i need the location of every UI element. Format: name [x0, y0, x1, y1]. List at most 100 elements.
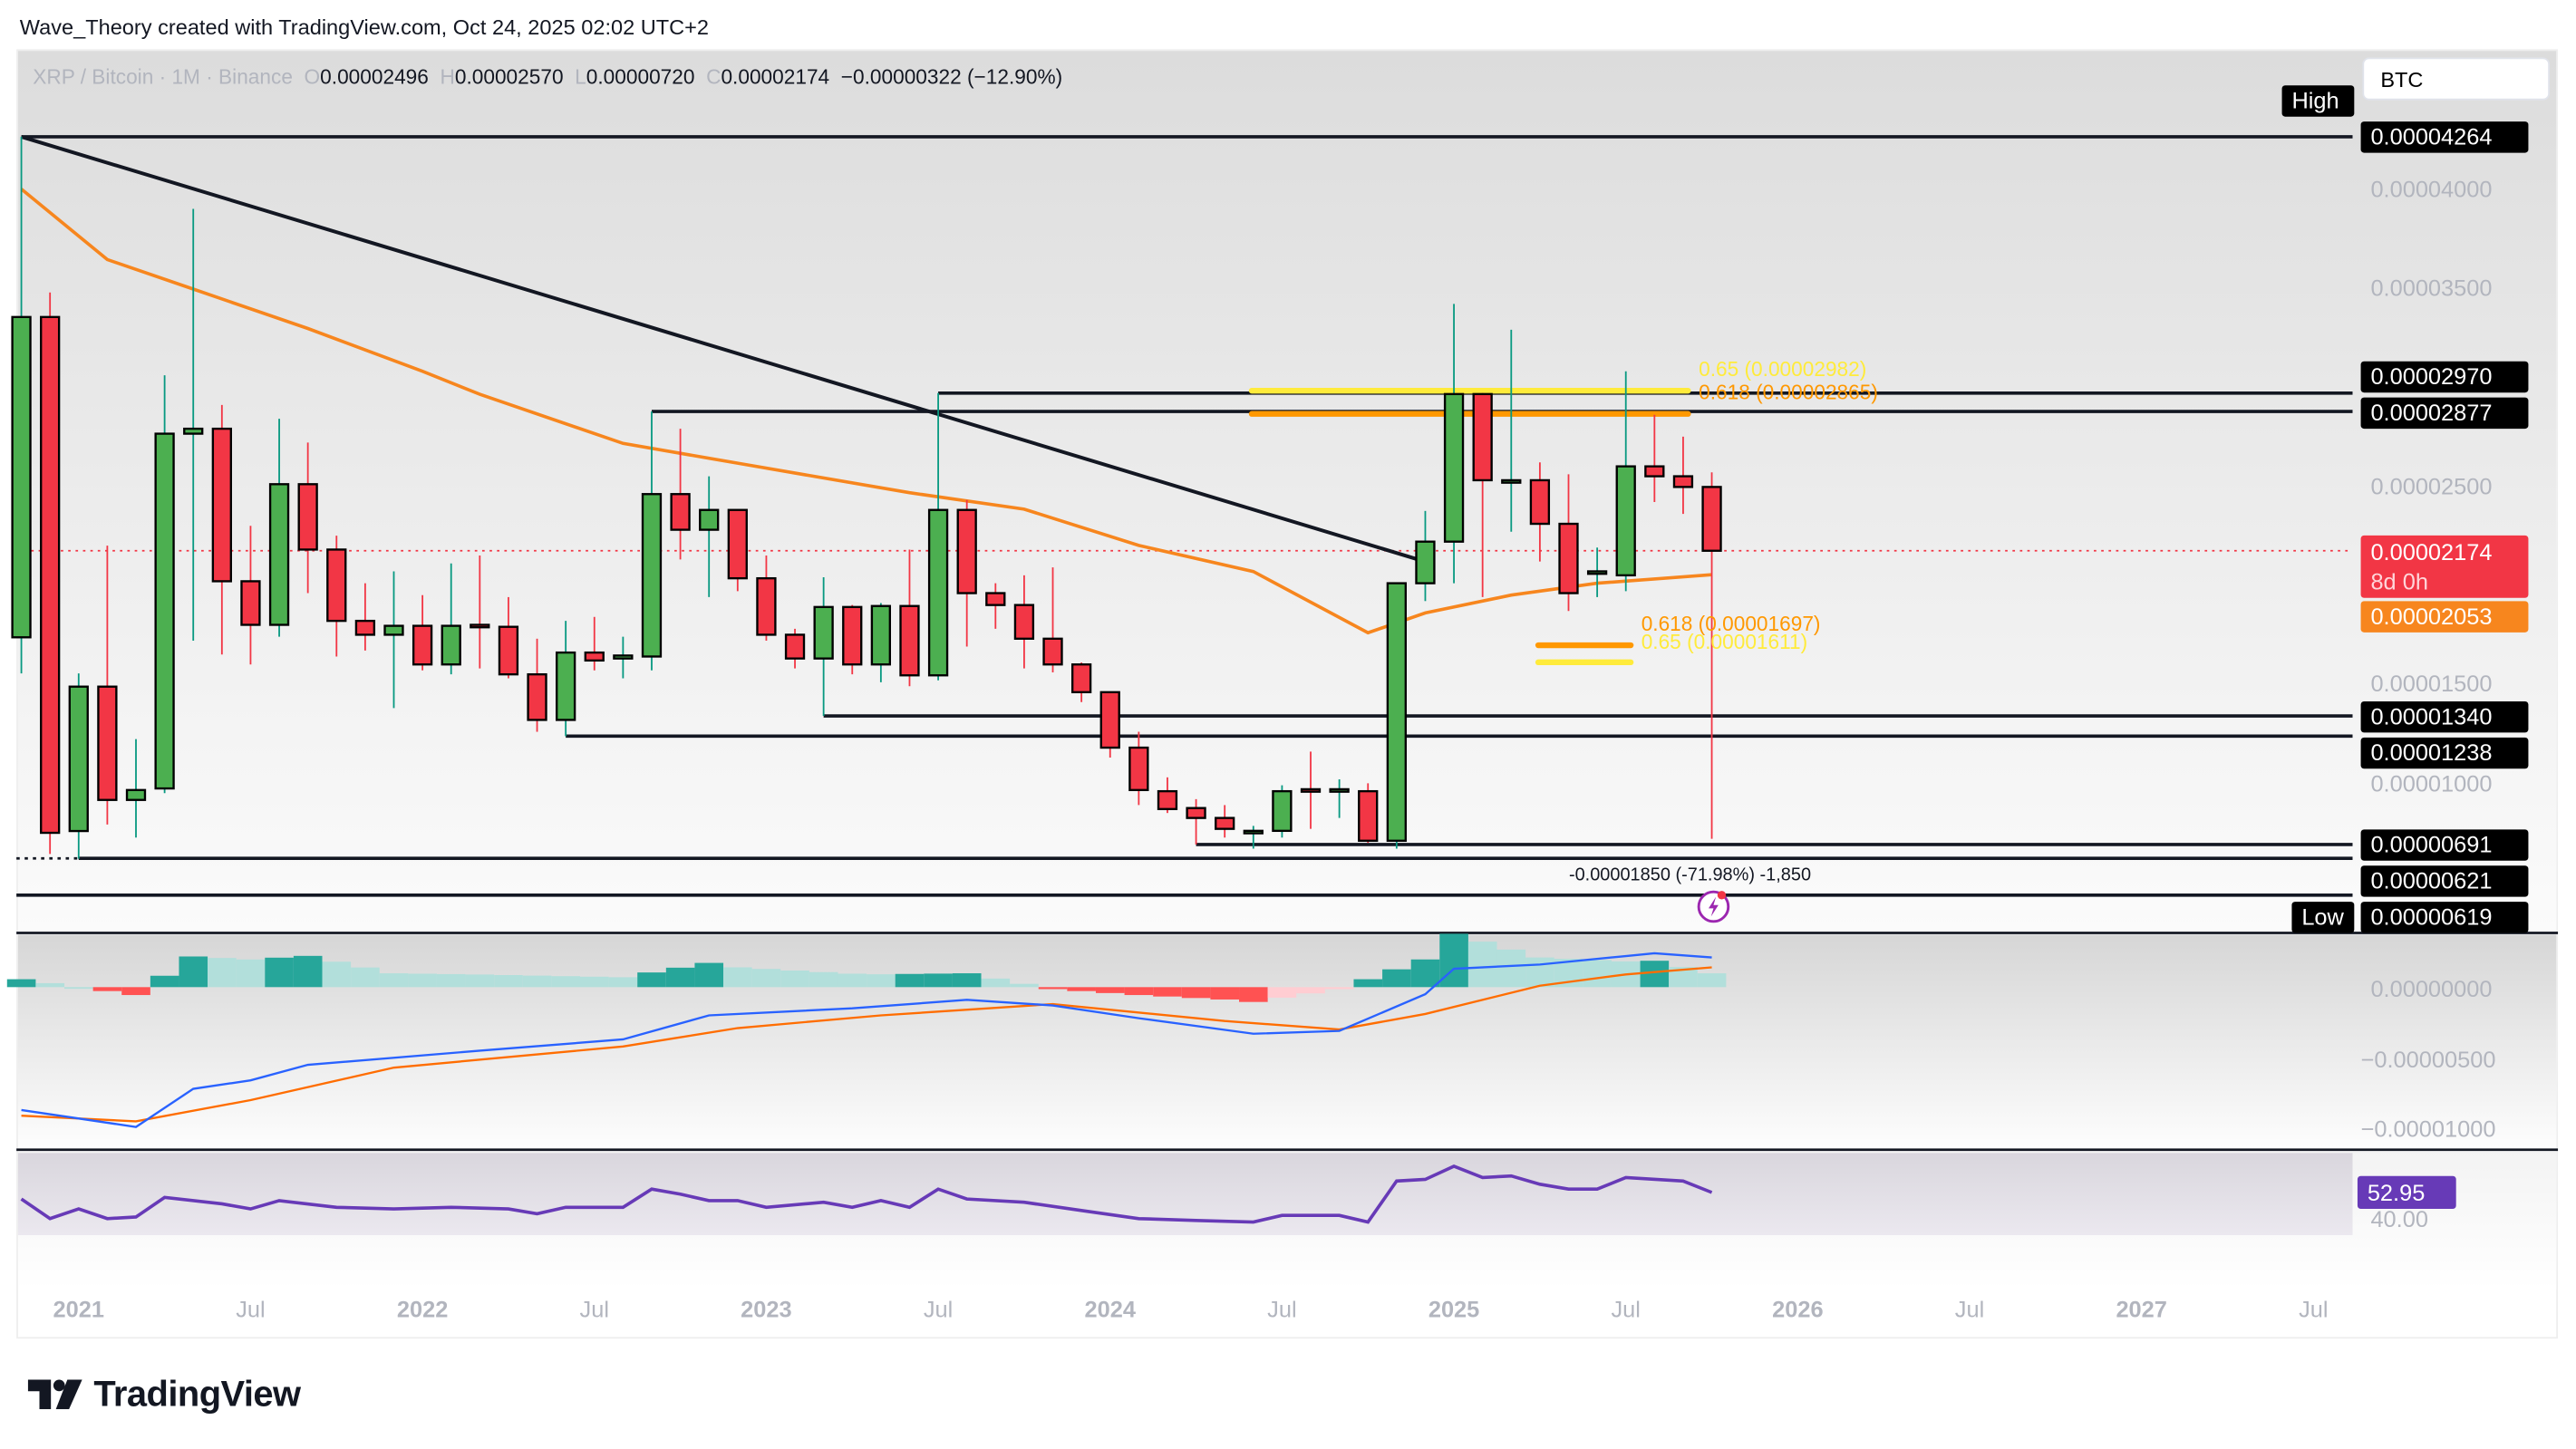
candle-body	[268, 483, 290, 626]
candle-body	[584, 651, 605, 662]
candle-body	[1415, 540, 1436, 584]
high-tag: High	[2281, 85, 2355, 117]
macd-histogram-bar	[408, 973, 437, 988]
macd-histogram-bar	[780, 970, 809, 988]
macd-histogram-bar	[1210, 987, 1240, 1000]
macd-histogram-bar	[1525, 957, 1554, 988]
candle-body	[1529, 478, 1551, 526]
low-tag: Low	[2291, 902, 2355, 933]
macd-histogram-bar	[1239, 987, 1268, 1002]
symbol-title[interactable]: XRP / Bitcoin · 1M · Binance	[33, 65, 293, 89]
candle-body	[1329, 787, 1350, 793]
time-axis-label: Jul	[236, 1296, 266, 1323]
time-axis-label: 2024	[1084, 1296, 1136, 1323]
candle-body	[813, 605, 834, 660]
candle-body	[870, 604, 892, 666]
candle-body	[1644, 465, 1665, 478]
candle-body	[1443, 392, 1465, 543]
level-label: 0.00002877	[2360, 397, 2529, 430]
candle-body	[1272, 789, 1293, 833]
candle-body	[1186, 807, 1206, 819]
rsi-line	[20, 1164, 1713, 1224]
macd-histogram-bar	[1583, 960, 1612, 988]
macd-tick: 0.00000000	[2370, 975, 2493, 1002]
candle-body	[727, 508, 748, 580]
macd-histogram-bar	[179, 956, 208, 988]
macd-histogram-bar	[1353, 979, 1383, 988]
candle-body	[40, 315, 61, 835]
brand-name: TradingView	[93, 1373, 301, 1415]
macd-histogram-bar	[322, 961, 352, 988]
macd-histogram-bar	[723, 967, 752, 988]
fib-label-lower-065: 0.65 (0.00001611)	[1641, 631, 1808, 654]
chart-frame	[16, 49, 2559, 1339]
candle-body	[842, 605, 863, 666]
macd-histogram-bar	[1181, 987, 1211, 999]
macd-histogram-bar	[1153, 987, 1182, 997]
macd-histogram-bar	[1439, 933, 1468, 988]
candle-body	[297, 483, 318, 551]
macd-pane-bg	[17, 934, 2557, 1148]
macd-histogram-bar	[522, 975, 552, 988]
candle-body	[211, 427, 232, 583]
high-label: H	[440, 65, 455, 89]
macd-histogram-bar	[637, 972, 666, 988]
price-tick: 0.00001000	[2370, 770, 2493, 797]
last-price-label: 0.00002174 8d 0h	[2360, 535, 2529, 598]
macd-histogram-bar	[64, 987, 93, 990]
candle-body	[556, 651, 576, 721]
candle-body	[1042, 637, 1063, 666]
candle-body	[1586, 570, 1608, 575]
time-axis-label: 2027	[2116, 1296, 2167, 1323]
candle-body	[1672, 475, 1694, 488]
macd-histogram-bar	[1324, 987, 1354, 990]
macd-histogram-bar	[1067, 987, 1096, 991]
candle-body	[699, 508, 720, 531]
low-label: L	[575, 65, 586, 89]
close-value: 0.00002174	[721, 65, 830, 89]
measure-label: -0.00001850 (-71.98%) -1,850	[1568, 865, 1812, 885]
alert-lightning-icon[interactable]	[1697, 890, 1730, 923]
candle-body	[756, 576, 777, 636]
candle-body	[927, 508, 949, 677]
macd-histogram-bar	[924, 973, 953, 988]
level-label: 0.00002970	[2360, 361, 2529, 393]
macd-histogram-bar	[1095, 987, 1125, 993]
tradingview-logo[interactable]: TradingView	[27, 1373, 301, 1415]
macd-histogram-bar	[379, 973, 409, 988]
candle-body	[784, 633, 806, 660]
level-label: 0.00000621	[2360, 865, 2529, 897]
candle-body	[97, 685, 118, 801]
price-tick: 0.00002500	[2370, 473, 2493, 499]
rsi-band	[17, 1153, 2353, 1235]
macd-histogram-bar	[265, 957, 294, 988]
trendline[interactable]	[20, 135, 1427, 564]
candle-body	[354, 619, 376, 636]
macd-signal-line	[21, 966, 1712, 1123]
candle-body	[670, 493, 691, 531]
macd-histogram-bar	[694, 962, 724, 988]
bar-countdown: 8d 0h	[2370, 568, 2428, 595]
currency-selector[interactable]: BTC	[2362, 57, 2550, 101]
candle-body	[985, 592, 1006, 606]
candle-body	[527, 672, 547, 721]
candle-body	[1386, 582, 1407, 842]
macd-histogram-bar	[1640, 961, 1670, 988]
time-axis-label: Jul	[923, 1296, 954, 1323]
last-price-value: 0.00002174	[2370, 538, 2493, 565]
macd-line	[21, 952, 1712, 1128]
fib-label-lower-0618: 0.618 (0.00001697)	[1641, 613, 1821, 636]
candle-body	[1128, 746, 1149, 791]
price-tick: 0.00003500	[2370, 274, 2493, 301]
ema-line	[20, 188, 1712, 635]
fib-label-upper-065: 0.65 (0.00002982)	[1699, 358, 1867, 382]
macd-tick: −0.00001000	[2360, 1115, 2496, 1142]
candle-body	[641, 493, 663, 658]
candle-body	[1558, 522, 1579, 594]
candle-body	[1157, 789, 1178, 810]
low-value: 0.00000720	[586, 65, 695, 89]
candle-body	[154, 432, 175, 790]
high-price-label: 0.00004264	[2360, 121, 2529, 153]
